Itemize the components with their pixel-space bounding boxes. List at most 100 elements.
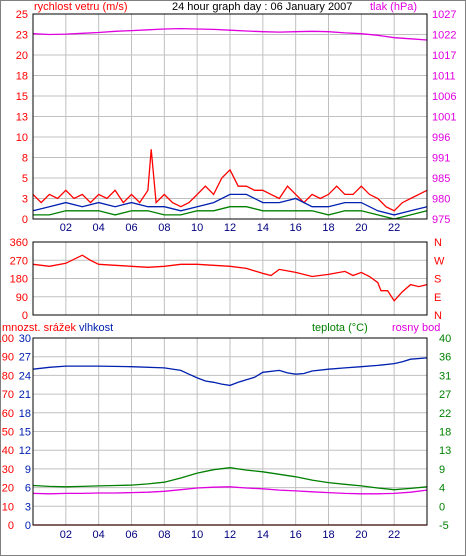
wind-axis-tick-label: 5 (22, 173, 28, 185)
wind-panel-series-1 (32, 193, 428, 216)
direction-panel-frame (32, 241, 428, 316)
pressure-axis-tick-label: 1027 (432, 9, 456, 21)
pressure-axis-tick-label: 980 (432, 194, 450, 206)
wind-panel-x-tick-label: 22 (388, 222, 400, 234)
wind-axis-tick-label: 3 (22, 194, 28, 206)
direction-axis-tick-label: 180 (10, 274, 28, 286)
climate-panel-x-tick-label: 16 (290, 529, 302, 541)
temperature-axis-tick-label: 0 (439, 501, 445, 513)
rain-axis-tick-label: 100 (0, 333, 14, 345)
wind-axis-tick-label: 13 (16, 112, 28, 124)
pressure-axis-tick-label: 975 (432, 214, 450, 226)
rain-axis-tick-label: 60 (2, 408, 14, 420)
temperature-axis-title: teplota (°C) (312, 322, 368, 334)
rain-axis-tick-label: 10 (2, 501, 14, 513)
rain-axis-title: mnozst. srážek (2, 322, 76, 334)
temperature-axis-tick-label: 18 (439, 427, 451, 439)
rain-axis-tick-label: 90 (2, 352, 14, 364)
climate-panel-x-tick-label: 14 (257, 529, 269, 541)
compass-axis-tick-label: S (434, 274, 441, 286)
compass-axis-tick-label: N (434, 237, 442, 249)
direction-axis-tick-label: 90 (16, 292, 28, 304)
compass-axis-tick-label: W (434, 255, 445, 267)
direction-axis-tick-label: 0 (22, 310, 28, 322)
direction-series-0 (32, 254, 428, 302)
rain-axis-tick-label: 30 (2, 464, 14, 476)
climate-panel-x-tick-label: 06 (125, 529, 137, 541)
rain-axis-tick-label: 70 (2, 389, 14, 401)
climate-panel-x-tick-label: 08 (158, 529, 170, 541)
wind-axis-tick-label: 8 (22, 153, 28, 165)
humidity-axis-tick-label: 15 (19, 427, 31, 439)
humidity-axis-tick-label: 9 (25, 464, 31, 476)
wind-panel-x-tick-label: 10 (191, 222, 203, 234)
wind-panel-frame (32, 13, 428, 220)
temperature-axis-tick-label: -5 (439, 520, 449, 532)
wind-panel-x-tick-label: 14 (257, 222, 269, 234)
humidity-axis-tick-label: 24 (19, 370, 31, 382)
temperature-axis-tick-label: 9 (439, 464, 445, 476)
humidity-axis-tick-label: 3 (25, 501, 31, 513)
wind-panel-series-0 (32, 149, 428, 212)
humidity-axis-tick-label: 0 (25, 520, 31, 532)
direction-axis-tick-label: 270 (10, 255, 28, 267)
rain-axis-tick-label: 80 (2, 370, 14, 382)
pressure-axis-tick-label: 1017 (432, 50, 456, 62)
climate-panel-x-tick-label: 12 (224, 529, 236, 541)
compass-axis-tick-label: E (434, 292, 441, 304)
pressure-axis-tick-label: 1001 (432, 112, 456, 124)
dewpoint-axis-title: rosny bod (392, 322, 440, 334)
wind-axis-tick-label: 18 (16, 71, 28, 83)
direction-axis-tick-label: 360 (10, 237, 28, 249)
climate-panel-frame (32, 337, 428, 526)
wind-panel-series-2 (33, 206, 428, 220)
climate-series-1 (32, 357, 428, 387)
temperature-axis-tick-label: 4 (439, 483, 445, 495)
wind-axis-title: rychlost vetru (m/s) (34, 1, 128, 13)
climate-panel-x-tick-label: 18 (322, 529, 334, 541)
wind-axis-tick-label: 10 (16, 132, 28, 144)
wind-panel-x-tick-label: 20 (355, 222, 367, 234)
temperature-axis-tick-label: 36 (439, 352, 451, 364)
rain-axis-tick-label: 20 (2, 483, 14, 495)
pressure-axis-tick-label: 996 (432, 132, 450, 144)
humidity-axis-title: vlhkost (79, 322, 113, 334)
pressure-axis-tick-label: 1022 (432, 30, 456, 42)
rain-axis-tick-label: 50 (2, 427, 14, 439)
temperature-axis-tick-label: 13 (439, 445, 451, 457)
pressure-axis-tick-label: 1006 (432, 91, 456, 103)
climate-series-3 (32, 486, 428, 495)
temperature-axis-tick-label: 31 (439, 370, 451, 382)
compass-axis-tick-label: N (434, 310, 442, 322)
humidity-axis-tick-label: 21 (19, 389, 31, 401)
wind-panel-x-tick-label: 08 (158, 222, 170, 234)
climate-panel-x-tick-label: 10 (191, 529, 203, 541)
humidity-axis-tick-label: 6 (25, 483, 31, 495)
wind-panel-x-tick-label: 18 (322, 222, 334, 234)
temperature-axis-tick-label: 27 (439, 389, 451, 401)
climate-panel-x-tick-label: 02 (60, 529, 72, 541)
wind-axis-tick-label: 25 (16, 9, 28, 21)
climate-panel-x-tick-label: 20 (355, 529, 367, 541)
pressure-axis-tick-label: 991 (432, 153, 450, 165)
pressure-axis-tick-label: 985 (432, 173, 450, 185)
wind-panel-x-tick-label: 12 (224, 222, 236, 234)
wind-axis-tick-label: 0 (22, 214, 28, 226)
chart-title: 24 hour graph day : 06 January 2007 (172, 1, 352, 13)
wind-axis-tick-label: 23 (16, 30, 28, 42)
rain-axis-tick-label: 0 (8, 520, 14, 532)
humidity-axis-tick-label: 30 (19, 333, 31, 345)
climate-panel-x-tick-label: 22 (388, 529, 400, 541)
climate-series-2 (32, 467, 428, 491)
temperature-axis-tick-label: 22 (439, 408, 451, 420)
wind-axis-tick-label: 20 (16, 50, 28, 62)
rain-axis-tick-label: 40 (2, 445, 14, 457)
humidity-axis-tick-label: 12 (19, 445, 31, 457)
wind-axis-tick-label: 15 (16, 91, 28, 103)
wind-panel-x-tick-label: 04 (93, 222, 105, 234)
pressure-axis-title: tlak (hPa) (370, 1, 417, 13)
humidity-axis-tick-label: 27 (19, 352, 31, 364)
temperature-axis-tick-label: 40 (439, 333, 451, 345)
humidity-axis-tick-label: 18 (19, 408, 31, 420)
